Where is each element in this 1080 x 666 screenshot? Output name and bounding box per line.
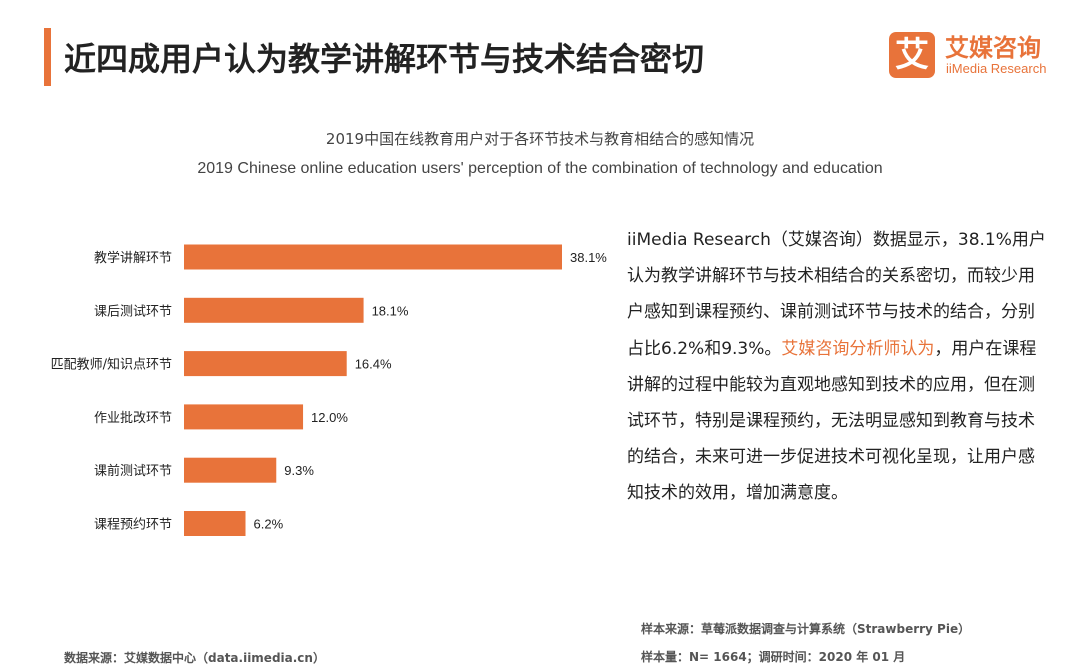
bar-chart: 教学讲解环节 38.1% 课后测试环节 18.1% 匹配教师/知识点环节 16.4% 作业批… <box>51 244 607 536</box>
bar <box>184 351 347 377</box>
logo-name-cn: 艾媒咨询 <box>945 34 1041 62</box>
brand-logo: 艾 艾媒咨询 iiMedia Research <box>889 30 1069 82</box>
page-title: 近四成用户认为教学讲解环节与技术结合密切 <box>64 40 705 78</box>
bar <box>184 297 364 323</box>
value-label: 12.0% <box>311 410 348 425</box>
bar <box>184 244 562 270</box>
category-label: 教学讲解环节 <box>94 250 172 266</box>
category-label: 作业批改环节 <box>94 411 172 426</box>
description-part1: iiMedia Research（艾媒咨询）数据显示，38.1%用户认为教学讲解… <box>627 230 1046 359</box>
value-label: 38.1% <box>570 250 607 265</box>
category-label: 课后测试环节 <box>94 304 172 319</box>
sample-source-note: 样本来源：草莓派数据调查与计算系统（Strawberry Pie） <box>641 622 971 636</box>
sample-info-note: 样本量：N= 1664；调研时间：2020 年 01 月 <box>641 650 906 664</box>
chart-subtitle: 2019 Chinese online education users' per… <box>197 160 883 177</box>
description-part2: ，用户在课程讲解的过程中能较为直观地感知到技术的应用，但在测试环节，特别是课程预… <box>627 338 1037 504</box>
title-accent-bar <box>44 28 51 86</box>
data-source-note: 数据来源：艾媒数据中心（data.iimedia.cn） <box>64 651 325 665</box>
chart-title: 2019中国在线教育用户对于各环节技术与教育相结合的感知情况 <box>325 130 755 148</box>
category-label: 匹配教师/知识点环节 <box>51 357 172 373</box>
category-label: 课程预约环节 <box>94 518 172 533</box>
value-label: 6.2% <box>254 517 284 532</box>
bar <box>184 404 304 430</box>
value-label: 9.3% <box>284 463 314 478</box>
bar <box>184 457 277 483</box>
value-label: 16.4% <box>355 357 392 372</box>
bar <box>184 511 246 536</box>
logo-name-en: iiMedia Research <box>946 61 1047 76</box>
logo-glyph: 艾 <box>889 32 935 78</box>
description-text: iiMedia Research（艾媒咨询）数据显示，38.1%用户认为教学讲解… <box>627 222 1047 512</box>
category-label: 课前测试环节 <box>94 463 172 479</box>
value-label: 18.1% <box>372 303 409 318</box>
analyst-highlight: 艾媒咨询分析师认为 <box>781 338 935 359</box>
